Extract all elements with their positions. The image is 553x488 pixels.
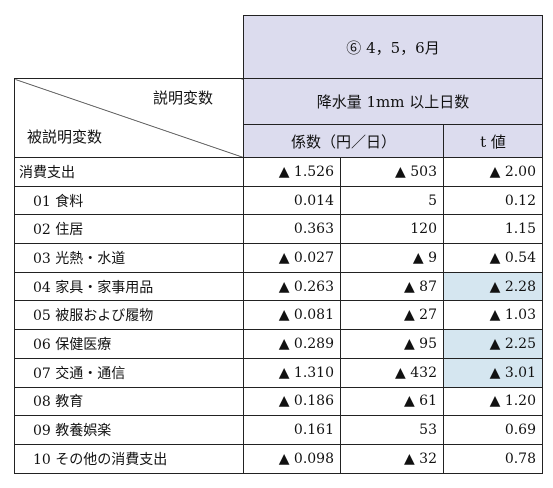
- explanatory-label: 説明変数: [152, 89, 213, 107]
- coef-cell: ▲ 0.027: [243, 243, 341, 273]
- coef-cell: ▲ 0.081: [243, 300, 341, 331]
- coef-cell: ▲ 1.310: [243, 357, 341, 388]
- data-row: 08 教育 ▲ 0.186 ▲ 61 ▲ 1.20: [14, 386, 543, 417]
- blank-cell: [14, 15, 244, 79]
- coef-cell: ▲ 0.289: [243, 329, 341, 359]
- coef-cell: ▲ 0.186: [243, 386, 341, 417]
- t-cell: ▲ 3.01: [443, 357, 543, 388]
- coef-cell: 0.161: [243, 415, 341, 445]
- yen-cell: 5: [340, 185, 444, 216]
- t-cell: ▲ 1.03: [443, 300, 543, 331]
- data-row: 消費支出 ▲ 1.526 ▲ 503 ▲ 2.00: [14, 157, 543, 187]
- t-cell: 0.78: [443, 443, 543, 474]
- row-label: 09 教養娯楽: [14, 415, 244, 445]
- data-row: 01 食料 0.014 5 0.12: [14, 185, 543, 216]
- row-label: 04 家具・家事用品: [14, 271, 244, 302]
- yen-cell: ▲ 87: [340, 271, 444, 302]
- yen-cell: ▲ 27: [340, 300, 444, 331]
- coef-cell: ▲ 0.098: [243, 443, 341, 474]
- row-label: 05 被服および履物: [14, 300, 244, 331]
- data-row: 09 教養娯楽 0.161 53 0.69: [14, 415, 543, 445]
- coef-cell: 0.363: [243, 214, 341, 245]
- explained-label: 被説明変数: [27, 128, 103, 146]
- yen-cell: 120: [340, 214, 444, 245]
- t-cell: 0.12: [443, 185, 543, 216]
- data-row: 02 住居 0.363 120 1.15: [14, 214, 543, 245]
- data-row: 03 光熱・水道 ▲ 0.027 ▲ 9 ▲ 0.54: [14, 243, 543, 273]
- data-row: 06 保健医療 ▲ 0.289 ▲ 95 ▲ 2.25: [14, 329, 543, 359]
- data-row: 04 家具・家事用品 ▲ 0.263 ▲ 87 ▲ 2.28: [14, 271, 543, 302]
- t-header: t 値: [443, 124, 543, 158]
- row-label: 02 住居: [14, 214, 244, 245]
- coef-cell: ▲ 0.263: [243, 271, 341, 302]
- yen-cell: ▲ 503: [340, 157, 444, 187]
- t-cell: ▲ 2.00: [443, 157, 543, 187]
- variable-header: 降水量 1mm 以上日数: [243, 78, 543, 125]
- t-cell: ▲ 0.54: [443, 243, 543, 273]
- data-row: 10 その他の消費支出 ▲ 0.098 ▲ 32 0.78: [14, 443, 543, 474]
- row-label: 01 食料: [14, 185, 244, 216]
- yen-cell: 53: [340, 415, 444, 445]
- yen-cell: ▲ 95: [340, 329, 444, 359]
- yen-cell: ▲ 9: [340, 243, 444, 273]
- period-header: ⑥ 4，5，6月: [243, 15, 543, 79]
- row-label: 消費支出: [14, 157, 244, 187]
- t-cell: ▲ 1.20: [443, 386, 543, 417]
- row-label: 08 教育: [14, 386, 244, 417]
- coef-cell: 0.014: [243, 185, 341, 216]
- t-cell: 1.15: [443, 214, 543, 245]
- row-label: 06 保健医療: [14, 329, 244, 359]
- row-label: 07 交通・通信: [14, 357, 244, 388]
- t-cell: ▲ 2.25: [443, 329, 543, 359]
- data-row: 05 被服および履物 ▲ 0.081 ▲ 27 ▲ 1.03: [14, 300, 543, 331]
- yen-cell: ▲ 61: [340, 386, 444, 417]
- diagonal-header: 説明変数 被説明変数: [14, 78, 244, 158]
- coef-header: 係数（円／日）: [243, 124, 444, 158]
- data-row: 07 交通・通信 ▲ 1.310 ▲ 432 ▲ 3.01: [14, 357, 543, 388]
- table-container: ⑥ 4，5，6月 説明変数 被説明変数 降水量 1mm 以上日数 係数（円／日）…: [14, 15, 543, 474]
- coef-cell: ▲ 1.526: [243, 157, 341, 187]
- regression-table: ⑥ 4，5，6月 説明変数 被説明変数 降水量 1mm 以上日数 係数（円／日）…: [14, 15, 543, 474]
- t-cell: ▲ 2.28: [443, 271, 543, 302]
- row-label: 03 光熱・水道: [14, 243, 244, 273]
- t-cell: 0.69: [443, 415, 543, 445]
- yen-cell: ▲ 32: [340, 443, 444, 474]
- row-label: 10 その他の消費支出: [14, 443, 244, 474]
- yen-cell: ▲ 432: [340, 357, 444, 388]
